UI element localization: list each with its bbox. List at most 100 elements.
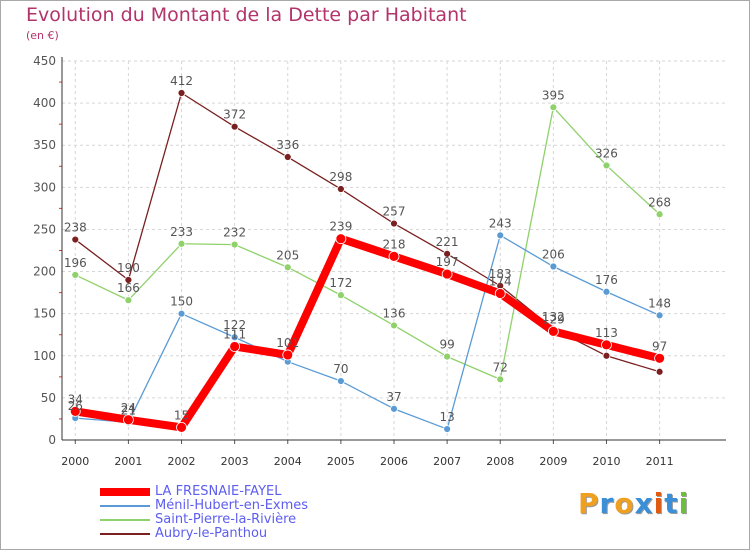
data-label: 113	[595, 326, 618, 340]
data-label: 233	[170, 225, 193, 239]
data-point	[71, 235, 80, 244]
data-point	[494, 288, 506, 299]
y-tick-label: 50	[41, 391, 56, 405]
y-tick-label: 400	[33, 96, 56, 110]
x-tick-label: 2008	[486, 455, 514, 468]
data-label: 13	[439, 410, 454, 424]
data-label: 136	[383, 306, 406, 320]
data-point	[441, 268, 453, 280]
data-label: 99	[439, 338, 454, 352]
data-point	[177, 239, 186, 248]
data-point	[602, 161, 611, 170]
x-tick-label: 2009	[539, 455, 567, 468]
legend-swatch	[100, 533, 150, 535]
data-point	[283, 263, 292, 272]
data-point	[602, 287, 611, 296]
data-label: 132	[542, 310, 565, 324]
data-label: 34	[68, 392, 83, 406]
data-label: 218	[383, 237, 406, 251]
data-label: 372	[223, 108, 246, 122]
data-label: 101	[276, 336, 299, 350]
data-label: 239	[329, 220, 352, 234]
y-tick-label: 250	[33, 222, 56, 236]
x-tick-label: 2005	[327, 455, 355, 468]
data-label: 70	[333, 362, 348, 376]
data-label: 190	[117, 261, 140, 275]
data-label: 15	[174, 408, 189, 422]
x-tick-label: 2002	[168, 455, 196, 468]
y-tick-label: 0	[48, 433, 56, 447]
x-tick-label: 2010	[592, 455, 620, 468]
data-point	[230, 240, 239, 249]
data-point	[654, 352, 665, 364]
data-point	[655, 210, 664, 219]
data-point	[230, 333, 239, 342]
chart-subtitle: (en €)	[26, 29, 59, 42]
data-label: 298	[329, 170, 352, 184]
data-point	[655, 367, 664, 376]
data-point	[496, 231, 505, 240]
legend-label: Aubry-le-Panthou	[155, 526, 268, 541]
data-point	[443, 249, 452, 258]
y-tick-label: 350	[33, 138, 56, 152]
x-tick-label: 2011	[646, 455, 674, 468]
legend-label: LA FRESNAIE-FAYEL	[155, 484, 282, 499]
data-point	[335, 233, 347, 245]
data-label: 37	[386, 390, 401, 404]
data-point	[496, 375, 505, 384]
data-label: 97	[652, 339, 667, 353]
data-point	[390, 219, 398, 228]
data-label: 205	[276, 248, 299, 262]
data-point	[655, 311, 664, 320]
data-point	[336, 377, 345, 385]
data-label: 243	[489, 216, 512, 230]
data-point	[549, 262, 558, 271]
data-point	[443, 352, 452, 361]
data-label: 122	[223, 318, 246, 332]
data-point	[547, 325, 559, 337]
legend-swatch	[100, 519, 150, 521]
data-label: 176	[595, 273, 618, 287]
data-point	[124, 276, 133, 284]
proxiti-logo: Proxiti	[578, 487, 690, 520]
y-tick-label: 300	[33, 180, 56, 194]
data-point	[388, 250, 400, 262]
x-tick-label: 2007	[433, 455, 461, 468]
data-point	[122, 414, 134, 426]
x-tick-label: 2000	[61, 455, 89, 468]
data-label: 21	[121, 403, 136, 417]
y-tick-label: 200	[33, 265, 56, 279]
data-point	[124, 296, 133, 305]
data-point	[336, 185, 345, 193]
data-label: 196	[64, 256, 87, 270]
data-point	[390, 404, 398, 413]
series-line	[74, 106, 661, 381]
x-tick-label: 2006	[380, 455, 408, 468]
data-label: 221	[436, 235, 459, 249]
data-label: 326	[595, 146, 618, 160]
data-point	[443, 425, 452, 433]
data-label: 111	[223, 328, 246, 342]
y-tick-label: 100	[33, 349, 56, 363]
series-line	[71, 234, 664, 432]
data-label: 24	[121, 401, 136, 415]
data-point	[336, 291, 345, 300]
data-label: 238	[64, 221, 87, 235]
data-point	[282, 349, 294, 361]
data-point	[176, 421, 187, 433]
data-label: 395	[542, 88, 565, 102]
data-label: 26	[68, 399, 83, 413]
legend-label: Saint-Pierre-la-Rivière	[155, 512, 297, 527]
x-tick-label: 2003	[221, 455, 249, 468]
data-label: 206	[542, 248, 565, 262]
chart-title: Evolution du Montant de la Dette par Hab…	[26, 4, 467, 26]
data-label: 148	[648, 296, 671, 310]
data-point	[71, 271, 80, 279]
data-label: 150	[170, 295, 193, 309]
legend-swatch	[100, 488, 150, 496]
data-label: 183	[489, 267, 512, 281]
data-label: 197	[436, 255, 459, 269]
data-point	[230, 122, 239, 131]
data-point	[69, 405, 81, 417]
